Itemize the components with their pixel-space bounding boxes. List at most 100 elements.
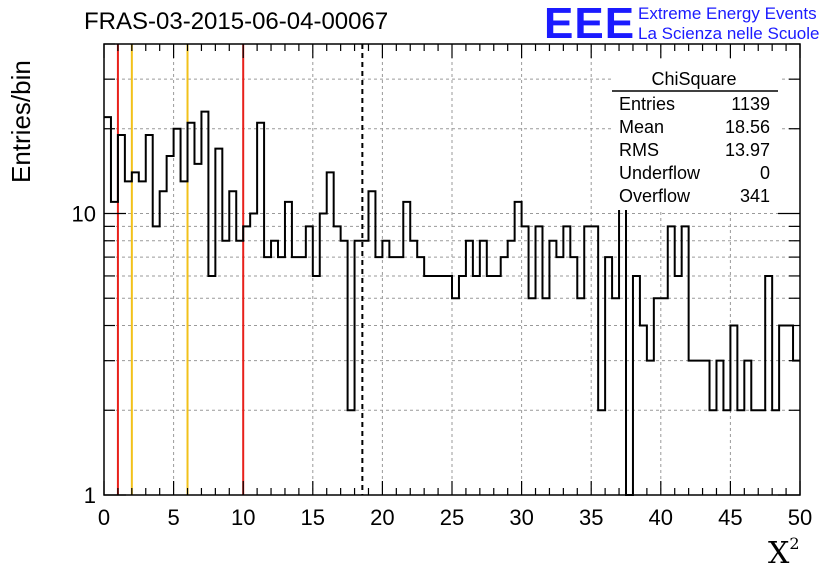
histogram-bin <box>542 298 549 495</box>
stats-title: ChiSquare <box>651 69 736 89</box>
histogram-bin <box>696 361 703 495</box>
histogram-bin <box>257 123 264 495</box>
histogram-bin <box>710 410 717 495</box>
logo-line-2: La Scienza nelle Scuole <box>638 24 820 43</box>
histogram-bin <box>132 172 139 495</box>
histogram-bin <box>264 257 271 495</box>
histogram-bin <box>438 276 445 495</box>
histogram-bin <box>758 410 765 495</box>
histogram-bin <box>682 226 689 495</box>
histogram-bin <box>375 257 382 495</box>
y-tick-label: 10 <box>72 201 96 226</box>
histogram-bin <box>410 241 417 495</box>
histogram-bin <box>661 298 668 495</box>
histogram-bin <box>348 410 355 495</box>
x-tick-label: 10 <box>231 505 255 530</box>
histogram-bin <box>243 226 250 495</box>
histogram-outline <box>104 110 800 496</box>
histogram-bin <box>466 241 473 495</box>
histogram-bin <box>313 276 320 495</box>
histogram-bin <box>188 123 195 495</box>
histogram-bin <box>292 257 299 495</box>
histogram-bin <box>181 181 188 495</box>
histogram-bin <box>146 135 153 495</box>
histogram-bin <box>174 129 181 495</box>
histogram-bin <box>153 226 160 495</box>
histogram-bin <box>424 276 431 495</box>
histogram-bin <box>730 326 737 495</box>
histogram-bin <box>522 226 529 495</box>
histogram-bin <box>362 241 369 495</box>
histogram-bin <box>250 213 257 495</box>
x-tick-label: 35 <box>579 505 603 530</box>
histogram-bin <box>201 112 208 495</box>
histogram-bin <box>640 326 647 495</box>
histogram-bin <box>452 298 459 495</box>
histogram-bin <box>549 241 556 495</box>
histogram-bin <box>104 117 111 495</box>
histogram-bin <box>208 276 215 495</box>
histogram-bin <box>772 410 779 495</box>
histogram-bin <box>703 361 710 495</box>
histogram-bin <box>689 361 696 495</box>
histogram-bin <box>306 226 313 495</box>
logo-line-1: Extreme Energy Events <box>638 4 817 23</box>
histogram-bin <box>675 276 682 495</box>
histogram-bin <box>285 202 292 495</box>
histogram-bin <box>403 202 410 495</box>
x-axis-label: X2 <box>768 534 800 571</box>
histogram-bin <box>194 164 201 495</box>
stats-label: Overflow <box>619 186 691 206</box>
x-tick-label: 15 <box>301 505 325 530</box>
histogram-bin <box>716 361 723 495</box>
histogram-bin <box>459 276 466 495</box>
histogram-bin <box>167 156 174 495</box>
stats-value: 13.97 <box>725 140 770 160</box>
histogram-bin <box>737 410 744 495</box>
vertical-markers <box>116 44 364 495</box>
histogram-bin <box>765 276 772 495</box>
histogram-bin <box>299 257 306 495</box>
histogram-bin <box>515 202 522 495</box>
histogram-bin <box>605 257 612 495</box>
histogram-bin <box>271 241 278 495</box>
histogram-bin <box>320 213 327 495</box>
stats-label: Entries <box>619 94 675 114</box>
stats-box-background <box>612 62 780 210</box>
histogram-bin <box>215 149 222 495</box>
stats-value: 0 <box>760 163 770 183</box>
histogram-bin <box>417 257 424 495</box>
axis-ticks: 0 5 10 15 20 25 30 35 40 45 50 1 10 <box>72 43 812 530</box>
histogram-bin <box>445 276 452 495</box>
histogram-bin <box>751 410 758 495</box>
histogram-bin <box>368 191 375 495</box>
histogram-bin <box>501 257 508 495</box>
histogram-bin <box>654 298 661 495</box>
histogram-bin <box>633 276 640 495</box>
histogram-bin <box>160 191 167 495</box>
histogram-bin <box>396 257 403 495</box>
histogram-bin <box>619 181 626 495</box>
histogram-bin <box>480 241 487 495</box>
histogram-bin <box>431 276 438 495</box>
histogram-bin <box>536 226 543 495</box>
histogram-bin <box>139 181 146 495</box>
histogram-bin <box>341 241 348 495</box>
x-axis-label-base: X <box>768 536 790 571</box>
histogram-bin <box>382 241 389 495</box>
stats-label: RMS <box>619 140 659 160</box>
histogram-bin <box>779 326 786 495</box>
x-tick-label: 5 <box>167 505 179 530</box>
histogram-bin <box>125 181 132 495</box>
histogram-bin <box>570 257 577 495</box>
stats-label: Mean <box>619 117 664 137</box>
x-tick-label: 30 <box>509 505 533 530</box>
histogram-bin <box>563 226 570 495</box>
histogram-bin <box>668 226 675 495</box>
stats-value: 341 <box>740 186 770 206</box>
histogram-bin <box>793 361 800 495</box>
x-tick-label: 40 <box>649 505 673 530</box>
x-tick-label: 20 <box>370 505 394 530</box>
histogram-bin <box>389 257 396 495</box>
